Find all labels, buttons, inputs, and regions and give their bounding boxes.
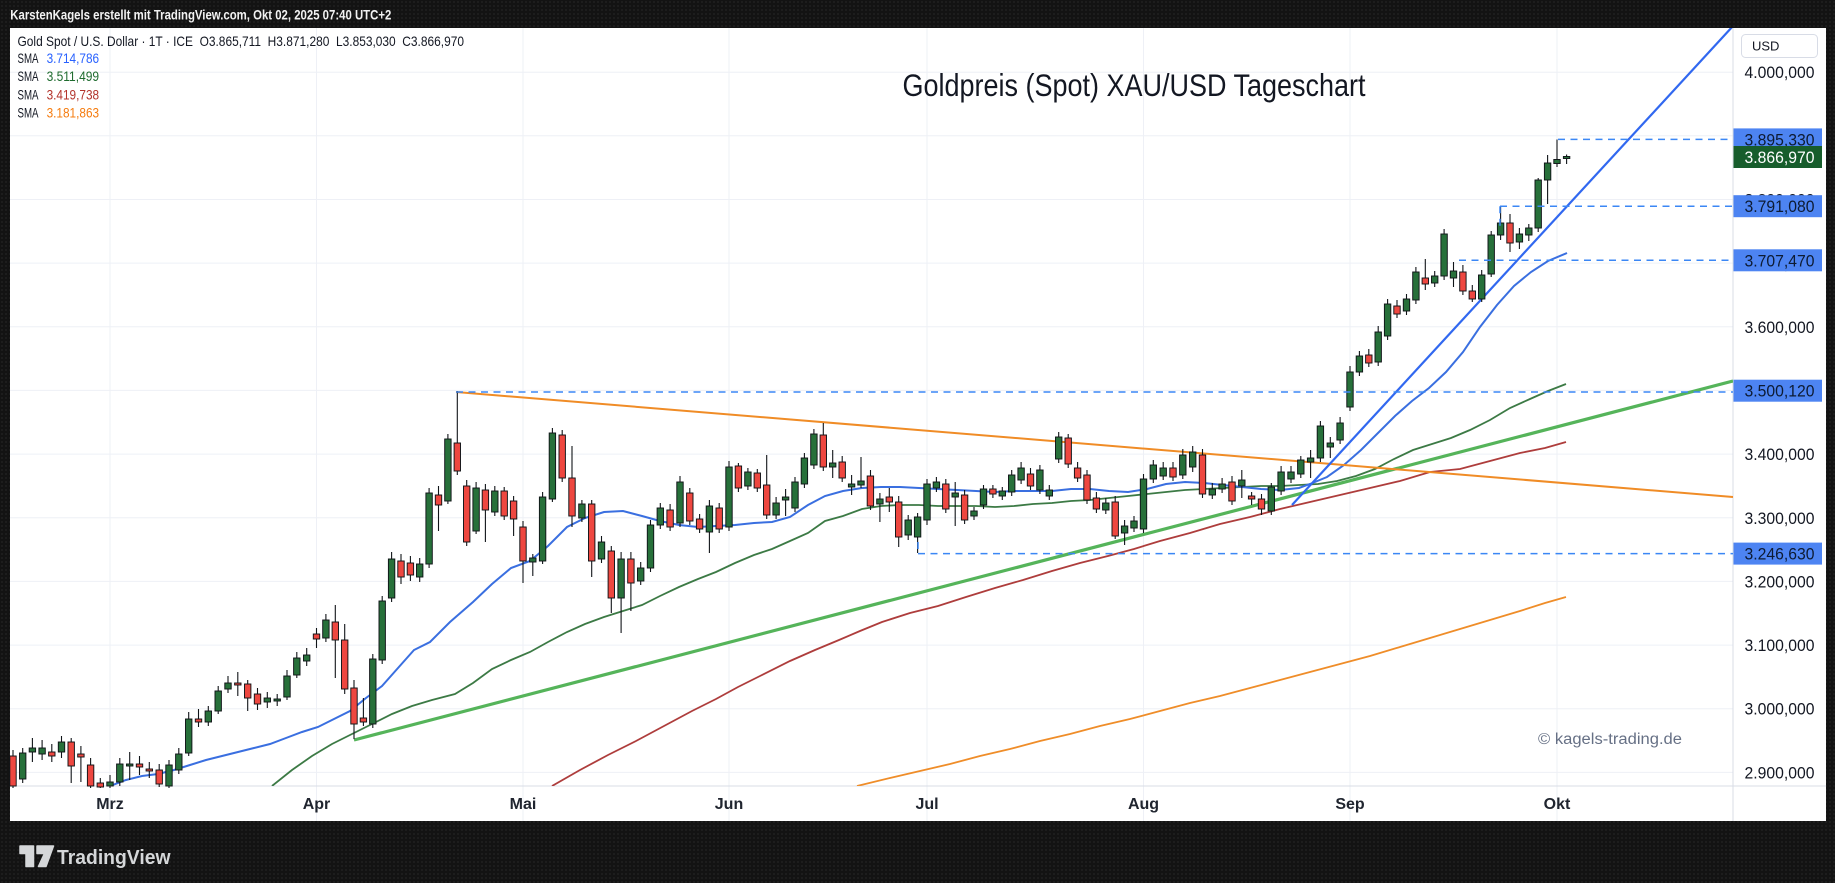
svg-text:Jun: Jun: [715, 796, 743, 813]
svg-text:3.400,000: 3.400,000: [1745, 445, 1815, 464]
svg-text:3.300,000: 3.300,000: [1745, 509, 1815, 528]
svg-text:3.419,738: 3.419,738: [47, 86, 100, 102]
svg-text:3.181,863: 3.181,863: [47, 105, 100, 121]
svg-text:Apr: Apr: [303, 796, 331, 813]
svg-text:Jul: Jul: [915, 796, 938, 813]
svg-text:Okt: Okt: [1544, 796, 1571, 813]
svg-text:3.714,786: 3.714,786: [47, 50, 100, 66]
svg-text:3.246,630: 3.246,630: [1745, 545, 1815, 564]
svg-text:SMA: SMA: [18, 86, 39, 102]
svg-text:3.895,330: 3.895,330: [1745, 130, 1815, 149]
svg-text:2.900,000: 2.900,000: [1745, 763, 1815, 782]
svg-text:3.707,470: 3.707,470: [1745, 251, 1815, 270]
svg-text:3.791,080: 3.791,080: [1745, 197, 1815, 216]
svg-text:SMA: SMA: [18, 105, 39, 121]
svg-text:3.511,499: 3.511,499: [47, 68, 100, 84]
svg-text:3.200,000: 3.200,000: [1745, 572, 1815, 591]
svg-text:3.000,000: 3.000,000: [1745, 700, 1815, 719]
svg-text:KarstenKagels erstellt mit Tra: KarstenKagels erstellt mit TradingView.c…: [10, 6, 391, 22]
svg-text:3.600,000: 3.600,000: [1745, 318, 1815, 337]
svg-text:Sep: Sep: [1335, 796, 1365, 813]
svg-text:3.100,000: 3.100,000: [1745, 636, 1815, 655]
svg-text:Mai: Mai: [510, 796, 537, 813]
svg-text:Aug: Aug: [1128, 796, 1159, 813]
svg-text:© kagels-trading.de: © kagels-trading.de: [1538, 731, 1682, 748]
svg-text:Mrz: Mrz: [96, 796, 124, 813]
svg-text:3.866,970: 3.866,970: [1745, 148, 1815, 167]
svg-text:Gold Spot / U.S. Dollar · 1T ·: Gold Spot / U.S. Dollar · 1T · ICE O3.86…: [18, 33, 465, 49]
svg-text:Goldpreis (Spot) XAU/USD Tages: Goldpreis (Spot) XAU/USD Tageschart: [903, 67, 1366, 103]
svg-text:SMA: SMA: [18, 68, 39, 84]
svg-text:3.500,120: 3.500,120: [1745, 382, 1815, 401]
svg-text:TradingView: TradingView: [57, 847, 171, 869]
svg-text:SMA: SMA: [18, 50, 39, 66]
svg-text:4.000,000: 4.000,000: [1745, 63, 1815, 82]
svg-text:USD: USD: [1752, 39, 1779, 54]
